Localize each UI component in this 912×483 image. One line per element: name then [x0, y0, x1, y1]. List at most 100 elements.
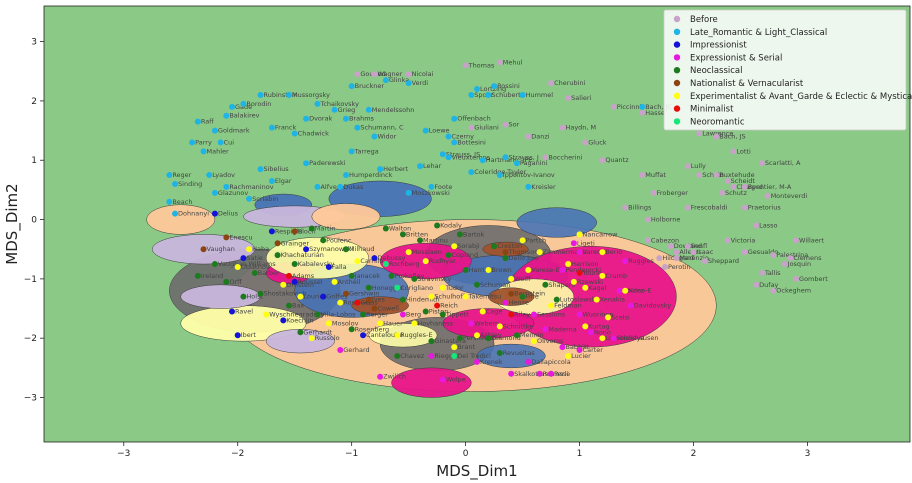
density-contour	[391, 367, 472, 398]
point-label: Marenzio	[679, 254, 708, 262]
data-point	[616, 287, 623, 294]
data-point	[445, 154, 452, 161]
point-label: Vaughan	[207, 245, 235, 253]
data-point	[371, 71, 378, 78]
point-label: Nancarrow	[583, 230, 619, 238]
point-label: Hartmann, JPE	[486, 156, 533, 164]
point-label: Borodin	[246, 100, 271, 108]
point-label: Ippolitov-Ivanov	[503, 171, 555, 179]
data-point	[268, 177, 275, 184]
point-label: Perle	[554, 370, 570, 378]
legend-entry: Minimalist	[690, 105, 734, 115]
point-label: Raff	[201, 118, 214, 126]
data-point	[371, 133, 378, 140]
data-point	[793, 237, 800, 244]
data-point	[622, 204, 629, 211]
y-axis-ticks: −3 −2 −1 0 1 2 3	[24, 38, 44, 404]
point-label: Mehul	[503, 58, 523, 66]
point-label: Copland	[452, 251, 479, 259]
point-label: Perotin	[668, 263, 691, 271]
data-point	[274, 240, 281, 247]
data-point	[371, 255, 378, 262]
data-point	[291, 228, 298, 235]
legend-entry: Nationalist & Vernacularist	[690, 79, 804, 89]
point-label: Dukas	[343, 183, 364, 191]
data-point	[348, 272, 355, 279]
point-label: Persichetti	[463, 334, 497, 342]
data-point	[770, 252, 777, 259]
data-point	[200, 148, 207, 155]
data-point	[508, 370, 515, 377]
point-label: Ashley	[480, 331, 502, 339]
data-point	[474, 358, 480, 365]
data-point	[211, 210, 218, 217]
data-point	[342, 290, 349, 297]
data-point	[291, 261, 298, 268]
legend-marker	[673, 41, 681, 48]
point-label: Kreisler	[531, 183, 556, 191]
data-point	[234, 332, 241, 339]
point-label: Chadwick	[298, 130, 329, 138]
point-label: Griffes	[326, 293, 348, 301]
point-label: Ornstein	[286, 281, 314, 289]
point-label: Nono	[594, 328, 611, 336]
point-label: Willaert	[799, 236, 824, 244]
point-label: Praetorius	[748, 204, 782, 212]
point-label: Debussy	[377, 254, 405, 262]
point-label: Bach, JC	[645, 103, 672, 111]
data-point	[696, 172, 703, 179]
point-label: Salieri	[571, 94, 591, 102]
data-point	[314, 311, 321, 318]
point-label: Kabalevsky	[298, 260, 335, 268]
data-point	[536, 370, 543, 377]
point-label: Sibelius	[264, 165, 290, 173]
data-point	[570, 240, 577, 247]
point-label: Martin	[315, 224, 336, 232]
data-point	[519, 91, 526, 98]
data-point	[422, 258, 429, 265]
point-label: Dello Joio	[508, 254, 538, 262]
data-point	[348, 83, 355, 90]
point-label: Kodaly	[440, 221, 462, 229]
data-point	[582, 284, 589, 291]
data-point	[280, 281, 287, 288]
data-point	[491, 243, 498, 250]
density-contour	[265, 237, 370, 280]
point-label: Maderna	[548, 325, 576, 333]
point-label: Revueltas	[503, 349, 536, 357]
point-label: Bach, JS	[719, 133, 745, 141]
point-label: Xenakis	[600, 296, 626, 304]
data-point	[599, 272, 606, 279]
data-point	[610, 103, 617, 110]
data-point	[519, 293, 526, 300]
point-label: Mussorgsky	[292, 91, 330, 99]
point-label: Beach	[172, 198, 192, 206]
point-label: Ibert	[241, 331, 257, 339]
point-label: Piston	[429, 307, 449, 315]
data-point	[753, 281, 760, 288]
data-point	[348, 148, 355, 155]
data-point	[758, 269, 765, 276]
point-label: Foote	[434, 183, 452, 191]
data-point	[388, 272, 395, 279]
point-label: Tarrega	[354, 147, 379, 155]
data-point	[354, 71, 361, 78]
data-point	[342, 172, 349, 179]
data-point	[308, 225, 315, 232]
density-contour	[351, 296, 409, 315]
data-point	[439, 284, 446, 291]
data-point	[399, 231, 406, 238]
data-point	[713, 133, 720, 140]
legend-marker	[673, 15, 681, 23]
point-label: Fine	[526, 293, 539, 301]
legend-marker	[673, 28, 681, 35]
point-label: Harrison	[571, 260, 598, 268]
point-label: Tchaikovsky	[319, 100, 359, 108]
data-point	[428, 183, 435, 190]
data-point	[513, 160, 520, 167]
data-point	[394, 284, 401, 291]
legend-entry: Late_Romantic & Light_Classical	[690, 28, 827, 38]
data-point	[274, 252, 281, 259]
data-point	[314, 183, 321, 190]
